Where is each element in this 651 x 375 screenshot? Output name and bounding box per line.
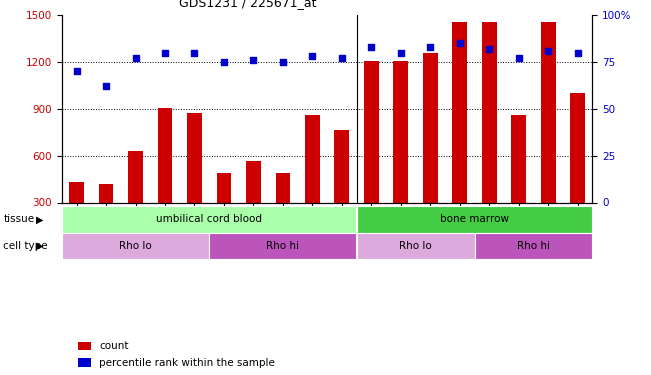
Bar bbox=[77, 342, 91, 350]
Bar bbox=[335, 130, 349, 203]
Text: tissue: tissue bbox=[3, 214, 35, 224]
Point bbox=[337, 55, 347, 61]
Point bbox=[396, 50, 406, 55]
Text: ▶: ▶ bbox=[36, 214, 44, 224]
Point bbox=[278, 59, 288, 65]
Point bbox=[425, 44, 436, 50]
Bar bbox=[423, 53, 437, 202]
Text: bone marrow: bone marrow bbox=[440, 214, 509, 224]
Bar bbox=[69, 182, 84, 203]
Point bbox=[514, 55, 524, 61]
Text: cell type: cell type bbox=[3, 241, 48, 250]
Point bbox=[543, 48, 553, 54]
Text: ▶: ▶ bbox=[36, 241, 44, 250]
Bar bbox=[99, 184, 113, 203]
Text: umbilical cord blood: umbilical cord blood bbox=[156, 214, 262, 224]
Bar bbox=[570, 93, 585, 202]
Text: percentile rank within the sample: percentile rank within the sample bbox=[99, 358, 275, 368]
Bar bbox=[305, 115, 320, 202]
Bar bbox=[158, 108, 173, 202]
Bar bbox=[511, 115, 526, 202]
Bar bbox=[246, 161, 261, 202]
Bar bbox=[62, 206, 357, 232]
Point bbox=[572, 50, 583, 55]
Bar bbox=[393, 61, 408, 202]
Point bbox=[72, 68, 82, 74]
Point bbox=[189, 50, 200, 55]
Bar bbox=[275, 173, 290, 202]
Bar bbox=[541, 22, 555, 203]
Point bbox=[454, 40, 465, 46]
Bar bbox=[357, 206, 592, 232]
Bar bbox=[128, 151, 143, 202]
Point bbox=[130, 55, 141, 61]
Bar bbox=[77, 358, 91, 367]
Bar bbox=[452, 22, 467, 203]
Bar bbox=[357, 232, 475, 259]
Point bbox=[307, 53, 318, 59]
Point bbox=[159, 50, 170, 55]
Text: GDS1231 / 225671_at: GDS1231 / 225671_at bbox=[179, 0, 316, 9]
Text: Rho hi: Rho hi bbox=[517, 241, 550, 250]
Bar bbox=[364, 61, 379, 202]
Text: Rho hi: Rho hi bbox=[266, 241, 299, 250]
Point bbox=[101, 83, 111, 89]
Bar bbox=[482, 22, 497, 203]
Bar bbox=[62, 232, 209, 259]
Point bbox=[366, 44, 376, 50]
Text: count: count bbox=[99, 341, 128, 351]
Point bbox=[219, 59, 229, 65]
Bar bbox=[209, 232, 357, 259]
Text: Rho lo: Rho lo bbox=[119, 241, 152, 250]
Point bbox=[248, 57, 258, 63]
Bar bbox=[475, 232, 592, 259]
Point bbox=[484, 46, 495, 52]
Text: Rho lo: Rho lo bbox=[399, 241, 432, 250]
Bar bbox=[217, 173, 231, 202]
Bar bbox=[187, 113, 202, 202]
